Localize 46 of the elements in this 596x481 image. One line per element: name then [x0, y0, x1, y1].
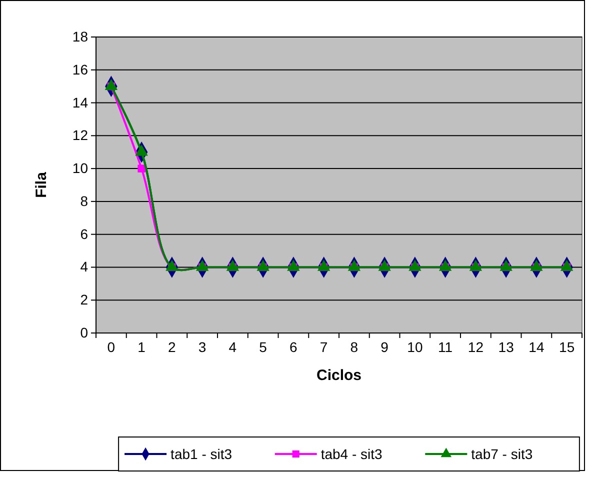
y-tick-label: 2	[80, 292, 88, 308]
x-tick-label: 15	[559, 338, 575, 355]
point	[287, 260, 300, 271]
x-tick-label: 5	[259, 338, 268, 355]
x-tick-label: 13	[498, 338, 514, 355]
y-tick-label: 4	[80, 258, 88, 275]
y-tick-label: 10	[72, 160, 88, 176]
x-axis-title: Ciclos	[316, 367, 362, 384]
point	[348, 260, 361, 271]
point	[530, 260, 543, 271]
y-tick-label: 0	[80, 324, 88, 340]
y-tick-label: 16	[72, 61, 88, 78]
point	[469, 260, 482, 271]
point	[317, 260, 330, 271]
y-tick-label: 6	[80, 226, 88, 242]
point	[438, 260, 452, 271]
x-tick-label: 10	[407, 338, 423, 355]
y-tick-label: 8	[80, 192, 88, 209]
legend-label: tab1 - sit3	[170, 446, 232, 462]
y-tick-label: 12	[72, 127, 88, 144]
point	[378, 260, 391, 271]
point	[166, 260, 178, 271]
x-tick-label: 3	[198, 338, 206, 355]
x-tick-label: 14	[528, 338, 544, 355]
legend-label: tab7 - sit3	[471, 446, 533, 462]
x-tick-label: 12	[468, 338, 484, 355]
x-tick-label: 4	[228, 338, 237, 355]
y-tick-label: 14	[72, 94, 88, 110]
point	[560, 260, 574, 271]
legend-label: tab4 - sit3	[320, 446, 383, 462]
y-tick-label: 18	[72, 28, 88, 44]
y-axis-title: Fila	[33, 171, 50, 198]
x-tick-label: 6	[290, 338, 298, 355]
x-tick-label: 0	[107, 338, 116, 355]
x-tick-label: 7	[320, 338, 328, 355]
x-tick-label: 8	[350, 338, 358, 355]
point	[500, 260, 512, 271]
x-tick-label: 9	[380, 338, 389, 355]
point	[226, 260, 240, 271]
point	[196, 260, 209, 271]
point	[138, 164, 146, 172]
x-tick-label: 1	[138, 338, 146, 355]
x-tick-label: 2	[168, 338, 176, 355]
point	[256, 260, 270, 271]
x-tick-label: 11	[438, 338, 453, 355]
point	[408, 260, 422, 271]
